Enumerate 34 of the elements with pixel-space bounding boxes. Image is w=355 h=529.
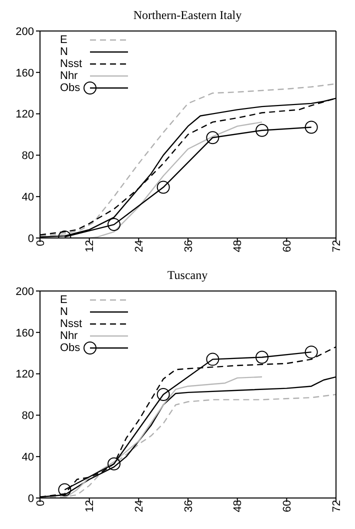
y-tick-label: 200 <box>16 286 34 298</box>
x-tick-label: 12 <box>84 240 96 252</box>
y-tick-label: 160 <box>16 67 34 80</box>
y-tick-label: 80 <box>22 410 34 422</box>
x-tick-label: 36 <box>182 500 195 512</box>
chart-title: Tuscany <box>166 268 209 284</box>
x-tick-label: 48 <box>232 500 244 512</box>
y-tick-label: 200 <box>16 26 34 38</box>
chart-title: Northern-Eastern Italy <box>132 8 243 24</box>
y-tick-label: 40 <box>22 192 34 204</box>
legend-label: E <box>60 294 68 306</box>
x-tick-label: 36 <box>182 240 195 252</box>
y-tick-label: 80 <box>22 150 34 162</box>
x-tick-label: 60 <box>281 500 294 512</box>
legend-label: N <box>60 46 69 58</box>
legend-label: Nhr <box>60 330 79 342</box>
legend-label: Nsst <box>60 58 83 70</box>
x-tick-label: 48 <box>232 240 244 252</box>
y-tick-label: 40 <box>22 452 34 464</box>
legend-label: Nsst <box>60 318 83 330</box>
legend-label: E <box>60 34 68 46</box>
x-tick-label: 12 <box>84 500 96 512</box>
legend-label: Nhr <box>60 70 79 82</box>
y-tick-label: 120 <box>16 368 34 381</box>
y-tick-label: 120 <box>16 108 34 121</box>
legend-label: Obs <box>60 342 82 354</box>
x-tick-label: 60 <box>281 240 294 252</box>
x-tick-label: 72 <box>330 240 343 252</box>
y-tick-label: 160 <box>16 327 34 340</box>
x-tick-label: 24 <box>133 240 146 252</box>
legend-label: Obs <box>60 82 82 94</box>
legend-label: N <box>60 306 69 318</box>
x-tick-label: 24 <box>133 500 146 512</box>
x-tick-label: 72 <box>330 500 343 512</box>
